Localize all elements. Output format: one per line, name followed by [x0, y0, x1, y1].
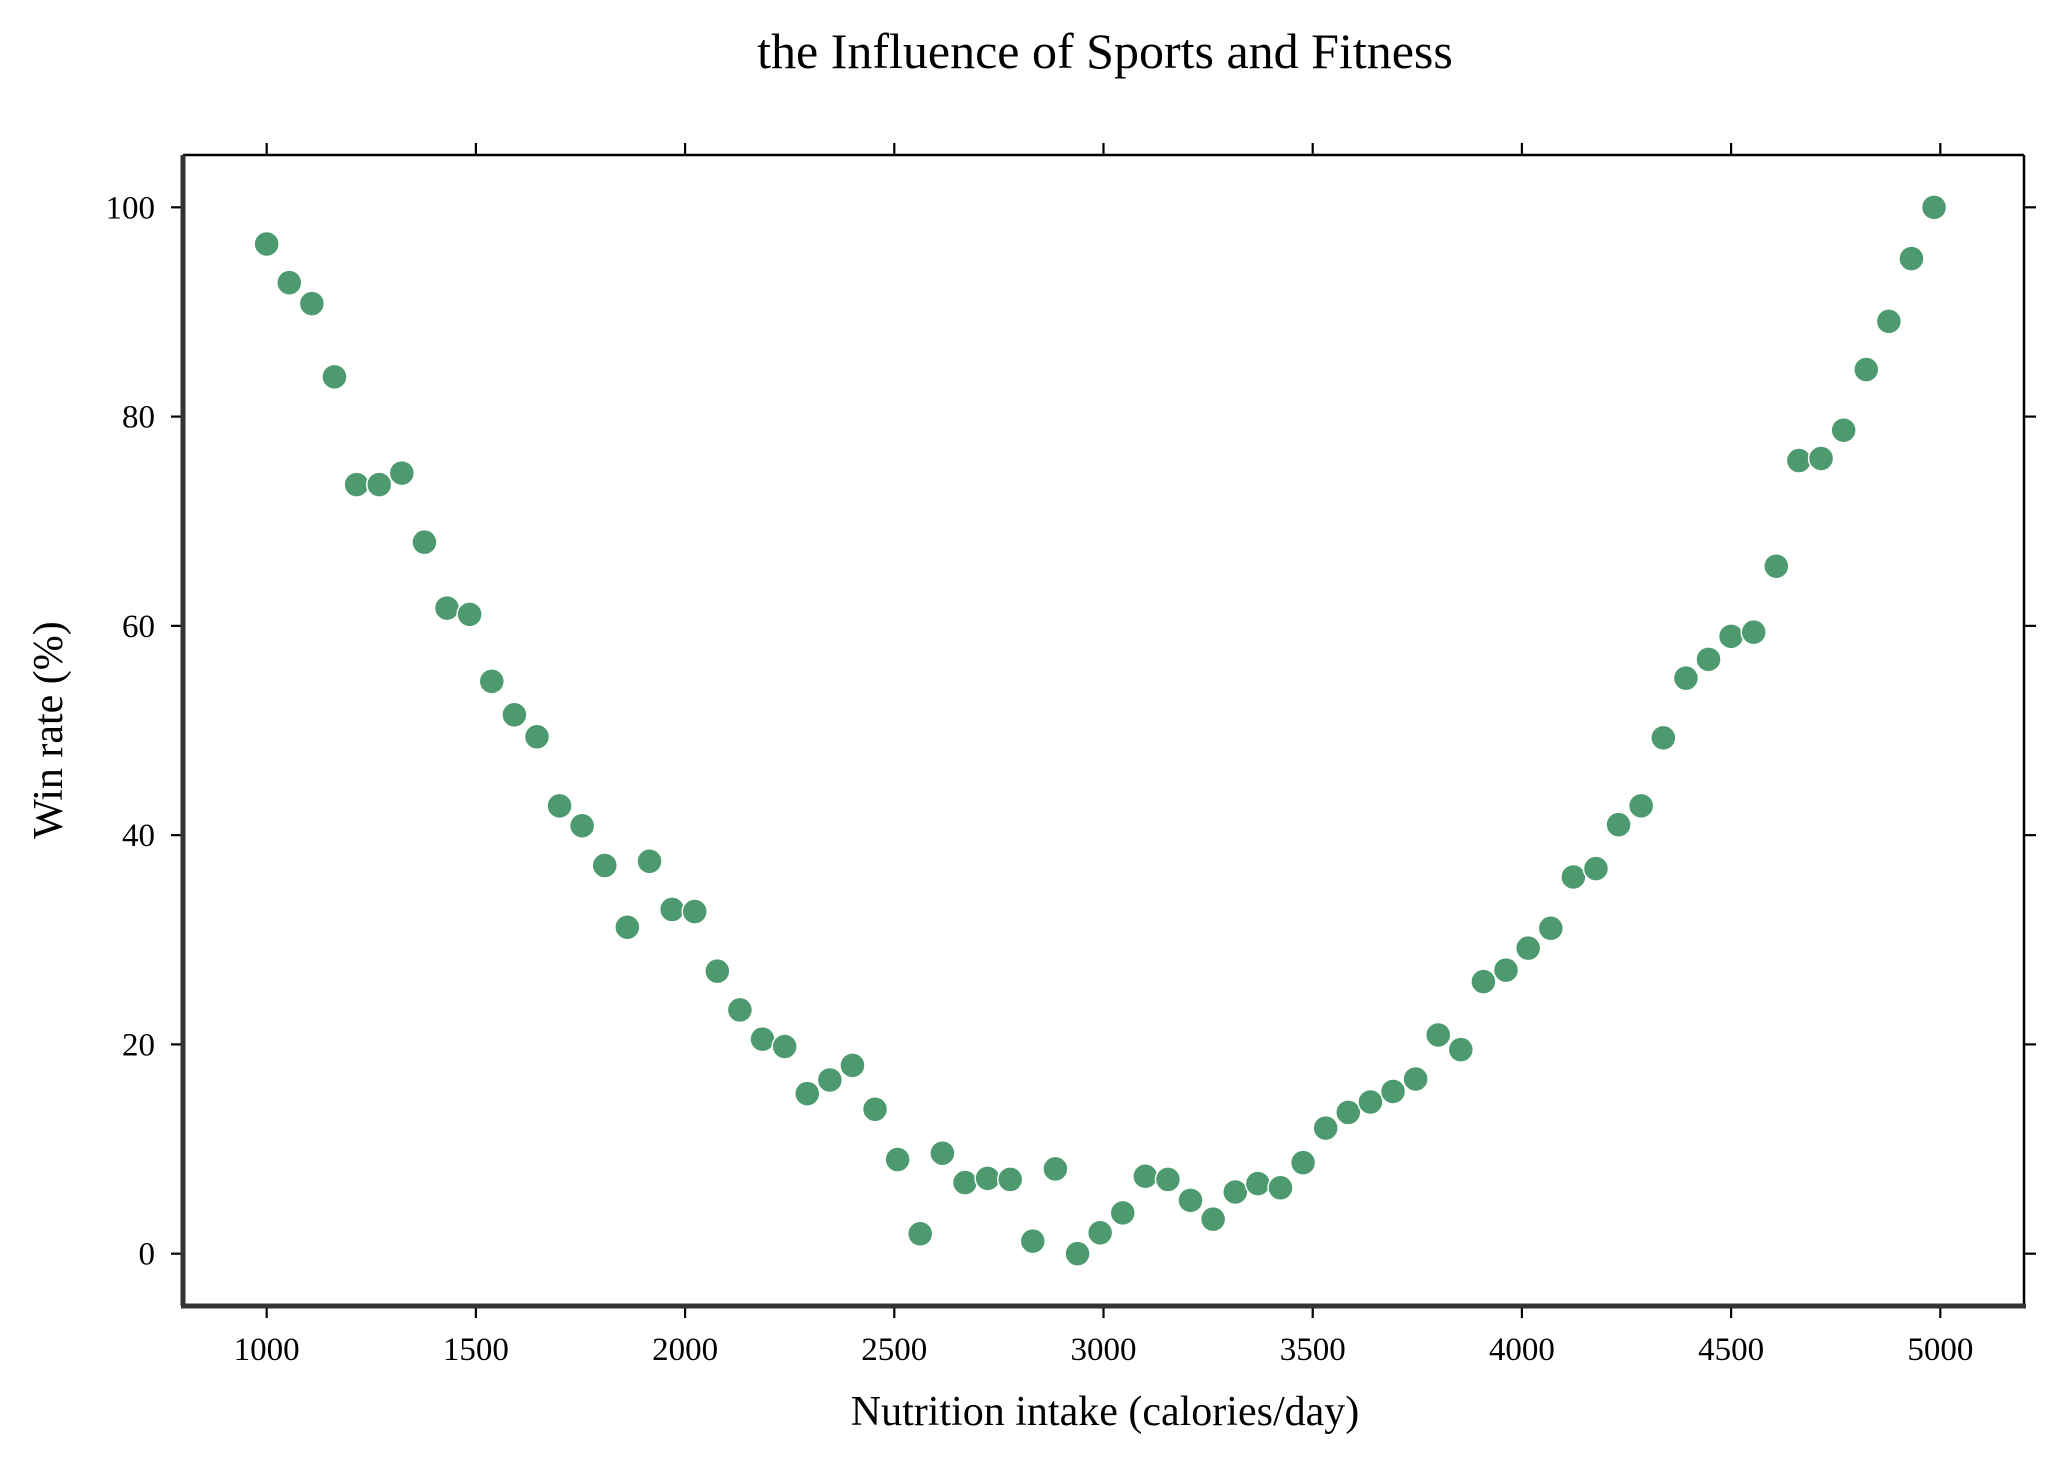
data-point — [726, 996, 754, 1024]
data-point — [321, 363, 348, 391]
data-point — [1222, 1178, 1249, 1206]
data-point — [1830, 416, 1857, 444]
data-point — [974, 1165, 1001, 1192]
x-tick-label: 2500 — [861, 1332, 927, 1368]
y-tick-label: 100 — [106, 190, 156, 226]
data-point — [1605, 811, 1632, 838]
data-point — [1560, 863, 1587, 891]
x-tick-label: 1000 — [234, 1332, 300, 1368]
data-point — [298, 290, 326, 317]
data-point — [1244, 1170, 1272, 1197]
y-axis-label: Win rate (%) — [26, 621, 72, 839]
data-point — [343, 471, 370, 498]
x-tick-label: 2000 — [652, 1332, 718, 1368]
data-point — [591, 852, 619, 879]
data-point — [771, 1033, 798, 1060]
data-point — [1514, 934, 1542, 962]
data-point — [1695, 646, 1722, 673]
y-tick-label: 0 — [139, 1237, 156, 1273]
data-point — [501, 701, 528, 729]
data-point — [365, 471, 393, 498]
data-point — [1132, 1163, 1159, 1190]
x-axis-label: Nutrition intake (calories/day) — [851, 1389, 1360, 1435]
data-point — [1019, 1227, 1047, 1255]
data-point — [1379, 1078, 1407, 1105]
data-point — [1109, 1199, 1136, 1227]
data-point — [1470, 968, 1497, 995]
data-point — [1199, 1205, 1227, 1233]
data-point — [411, 528, 438, 556]
data-point — [433, 594, 461, 622]
x-tick-label: 4500 — [1698, 1332, 1764, 1368]
data-point — [1267, 1174, 1294, 1202]
data-point — [546, 792, 573, 820]
data-point — [1920, 194, 1948, 221]
data-point — [1402, 1065, 1429, 1093]
data-point — [1289, 1149, 1317, 1176]
y-tick-label: 60 — [122, 609, 155, 645]
data-point — [1875, 308, 1903, 335]
axis-tick-labels: 1000 1500 2000 2500 3000 3500 4000 4500 5000 0 20 4… — [106, 190, 1974, 1368]
data-point — [1357, 1088, 1384, 1116]
data-point — [1898, 245, 1925, 272]
data-point — [1650, 724, 1677, 752]
data-point — [906, 1220, 934, 1248]
data-point — [794, 1080, 821, 1107]
data-point — [456, 601, 483, 628]
data-point — [1672, 664, 1700, 692]
chart-title: the Influence of Sports and Fitness — [757, 23, 1453, 79]
data-point — [1807, 445, 1835, 472]
data-point — [1492, 956, 1520, 984]
data-point — [1582, 855, 1610, 882]
data-point — [1424, 1021, 1452, 1049]
x-tick-label: 3000 — [1071, 1332, 1137, 1368]
data-point — [568, 812, 596, 839]
data-point — [1763, 552, 1790, 580]
x-tick-label: 3500 — [1280, 1332, 1346, 1368]
data-point — [1086, 1219, 1114, 1247]
data-point — [1177, 1187, 1204, 1214]
data-point — [523, 723, 551, 751]
data-point — [1312, 1114, 1339, 1142]
data-point — [1447, 1036, 1475, 1063]
data-point — [884, 1146, 911, 1173]
data-point — [861, 1096, 889, 1123]
data-point — [996, 1166, 1024, 1193]
data-point — [1627, 792, 1655, 820]
data-point — [681, 898, 708, 925]
data-point — [1064, 1240, 1091, 1267]
data-point — [1740, 618, 1767, 646]
data-points — [253, 194, 1948, 1267]
data-point — [276, 269, 303, 296]
data-point — [704, 957, 731, 985]
y-tick-label: 40 — [122, 818, 155, 854]
data-point — [929, 1139, 956, 1167]
data-point — [749, 1025, 776, 1053]
data-point — [658, 896, 686, 923]
data-point — [478, 668, 506, 695]
data-point — [1853, 356, 1880, 383]
data-point — [614, 913, 641, 941]
data-point — [951, 1169, 979, 1196]
y-tick-label: 80 — [122, 400, 155, 436]
x-tick-label: 5000 — [1907, 1332, 1973, 1368]
data-point — [1717, 623, 1745, 650]
data-point — [1537, 915, 1565, 942]
data-point — [636, 848, 663, 875]
data-point — [1042, 1155, 1069, 1183]
data-point — [816, 1066, 844, 1094]
data-point — [388, 459, 416, 487]
data-point — [1154, 1166, 1182, 1193]
data-point — [839, 1052, 866, 1079]
y-tick-label: 20 — [122, 1027, 155, 1063]
data-point — [253, 230, 280, 258]
plot-frame — [180, 153, 2026, 1309]
x-tick-label: 1500 — [443, 1332, 509, 1368]
axis-ticks — [171, 143, 2036, 1318]
x-tick-label: 4000 — [1489, 1332, 1555, 1368]
data-point — [1335, 1099, 1362, 1126]
data-point — [1785, 447, 1813, 474]
